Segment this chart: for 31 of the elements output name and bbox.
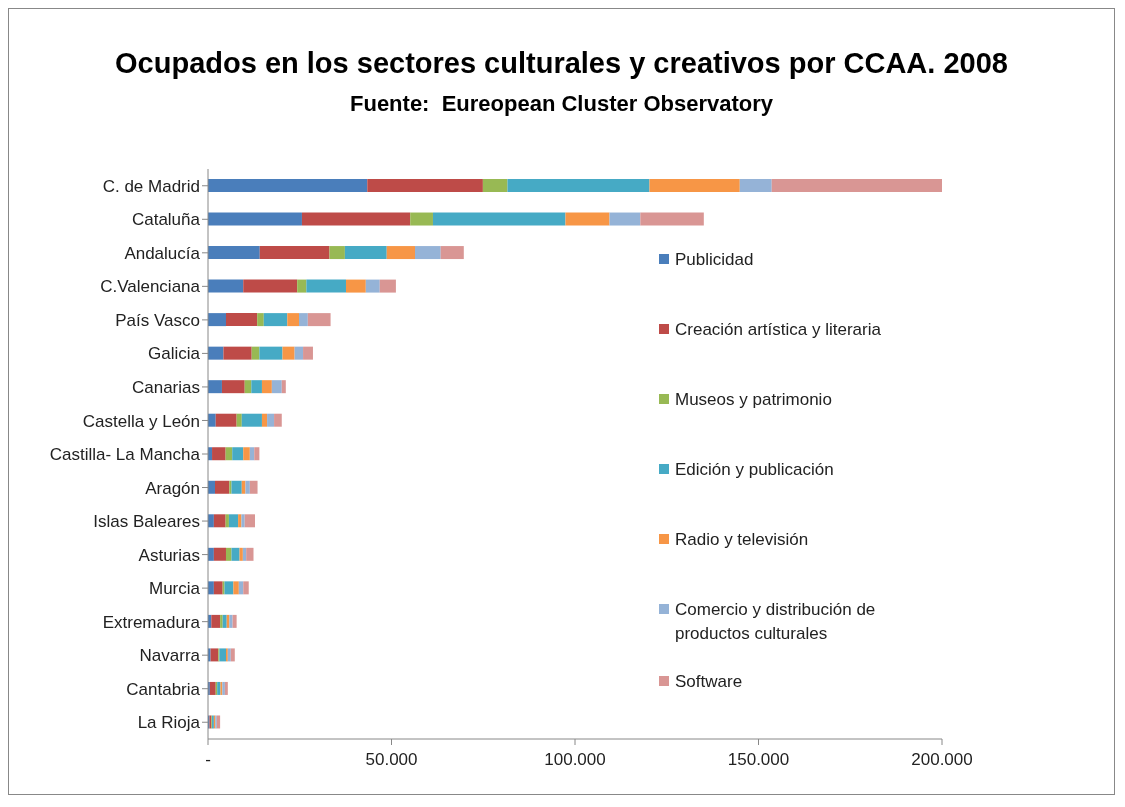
y-tick-label: Murcia [148,579,201,599]
y-tick-label: Cantabria [126,679,201,699]
legend-label: Software [675,671,743,693]
chart-title: Ocupados en los sectores culturales y creativos por CCAA. 2008 [114,47,1009,80]
legend-label: Publicidad [675,249,754,271]
y-tick-label: Canarias [131,377,200,397]
y-tick-label: C.Valenciana [100,277,201,297]
y-tick-label: Aragón [145,478,200,498]
y-tick-label: Islas Baleares [93,512,200,532]
x-tick-label: 50.000 [365,750,418,770]
x-tick-label: 200.000 [911,750,973,770]
y-tick-label: Cataluña [131,210,201,230]
chart-subtitle: Fuente: Eureopean Cluster Observatory [349,91,774,117]
y-tick-label: La Rioja [137,713,201,733]
legend-label: Creación artística y literaria [675,319,881,341]
legend-label: Comercio y distribución de productos culturales [675,599,877,645]
y-tick-label: Castella y León [82,411,200,431]
y-tick-label: País Vasco [115,310,200,330]
legend-label: Museos y patrimonio [675,389,832,411]
legend-label: Edición y publicación [675,459,834,481]
y-tick-label: Andalucía [124,243,201,263]
y-tick-label: Castilla- La Mancha [49,445,201,465]
y-tick-label: C. de Madrid [102,176,200,196]
x-tick-label: - [205,750,211,770]
y-tick-label: Galicia [148,344,201,364]
y-tick-label: Navarra [139,646,201,666]
legend-label: Radio y televisión [675,529,809,551]
x-tick-label: 150.000 [727,750,790,770]
y-tick-label: Extremadura [102,612,201,632]
x-tick-label: 100.000 [544,750,606,770]
y-tick-label: Asturias [138,545,200,565]
